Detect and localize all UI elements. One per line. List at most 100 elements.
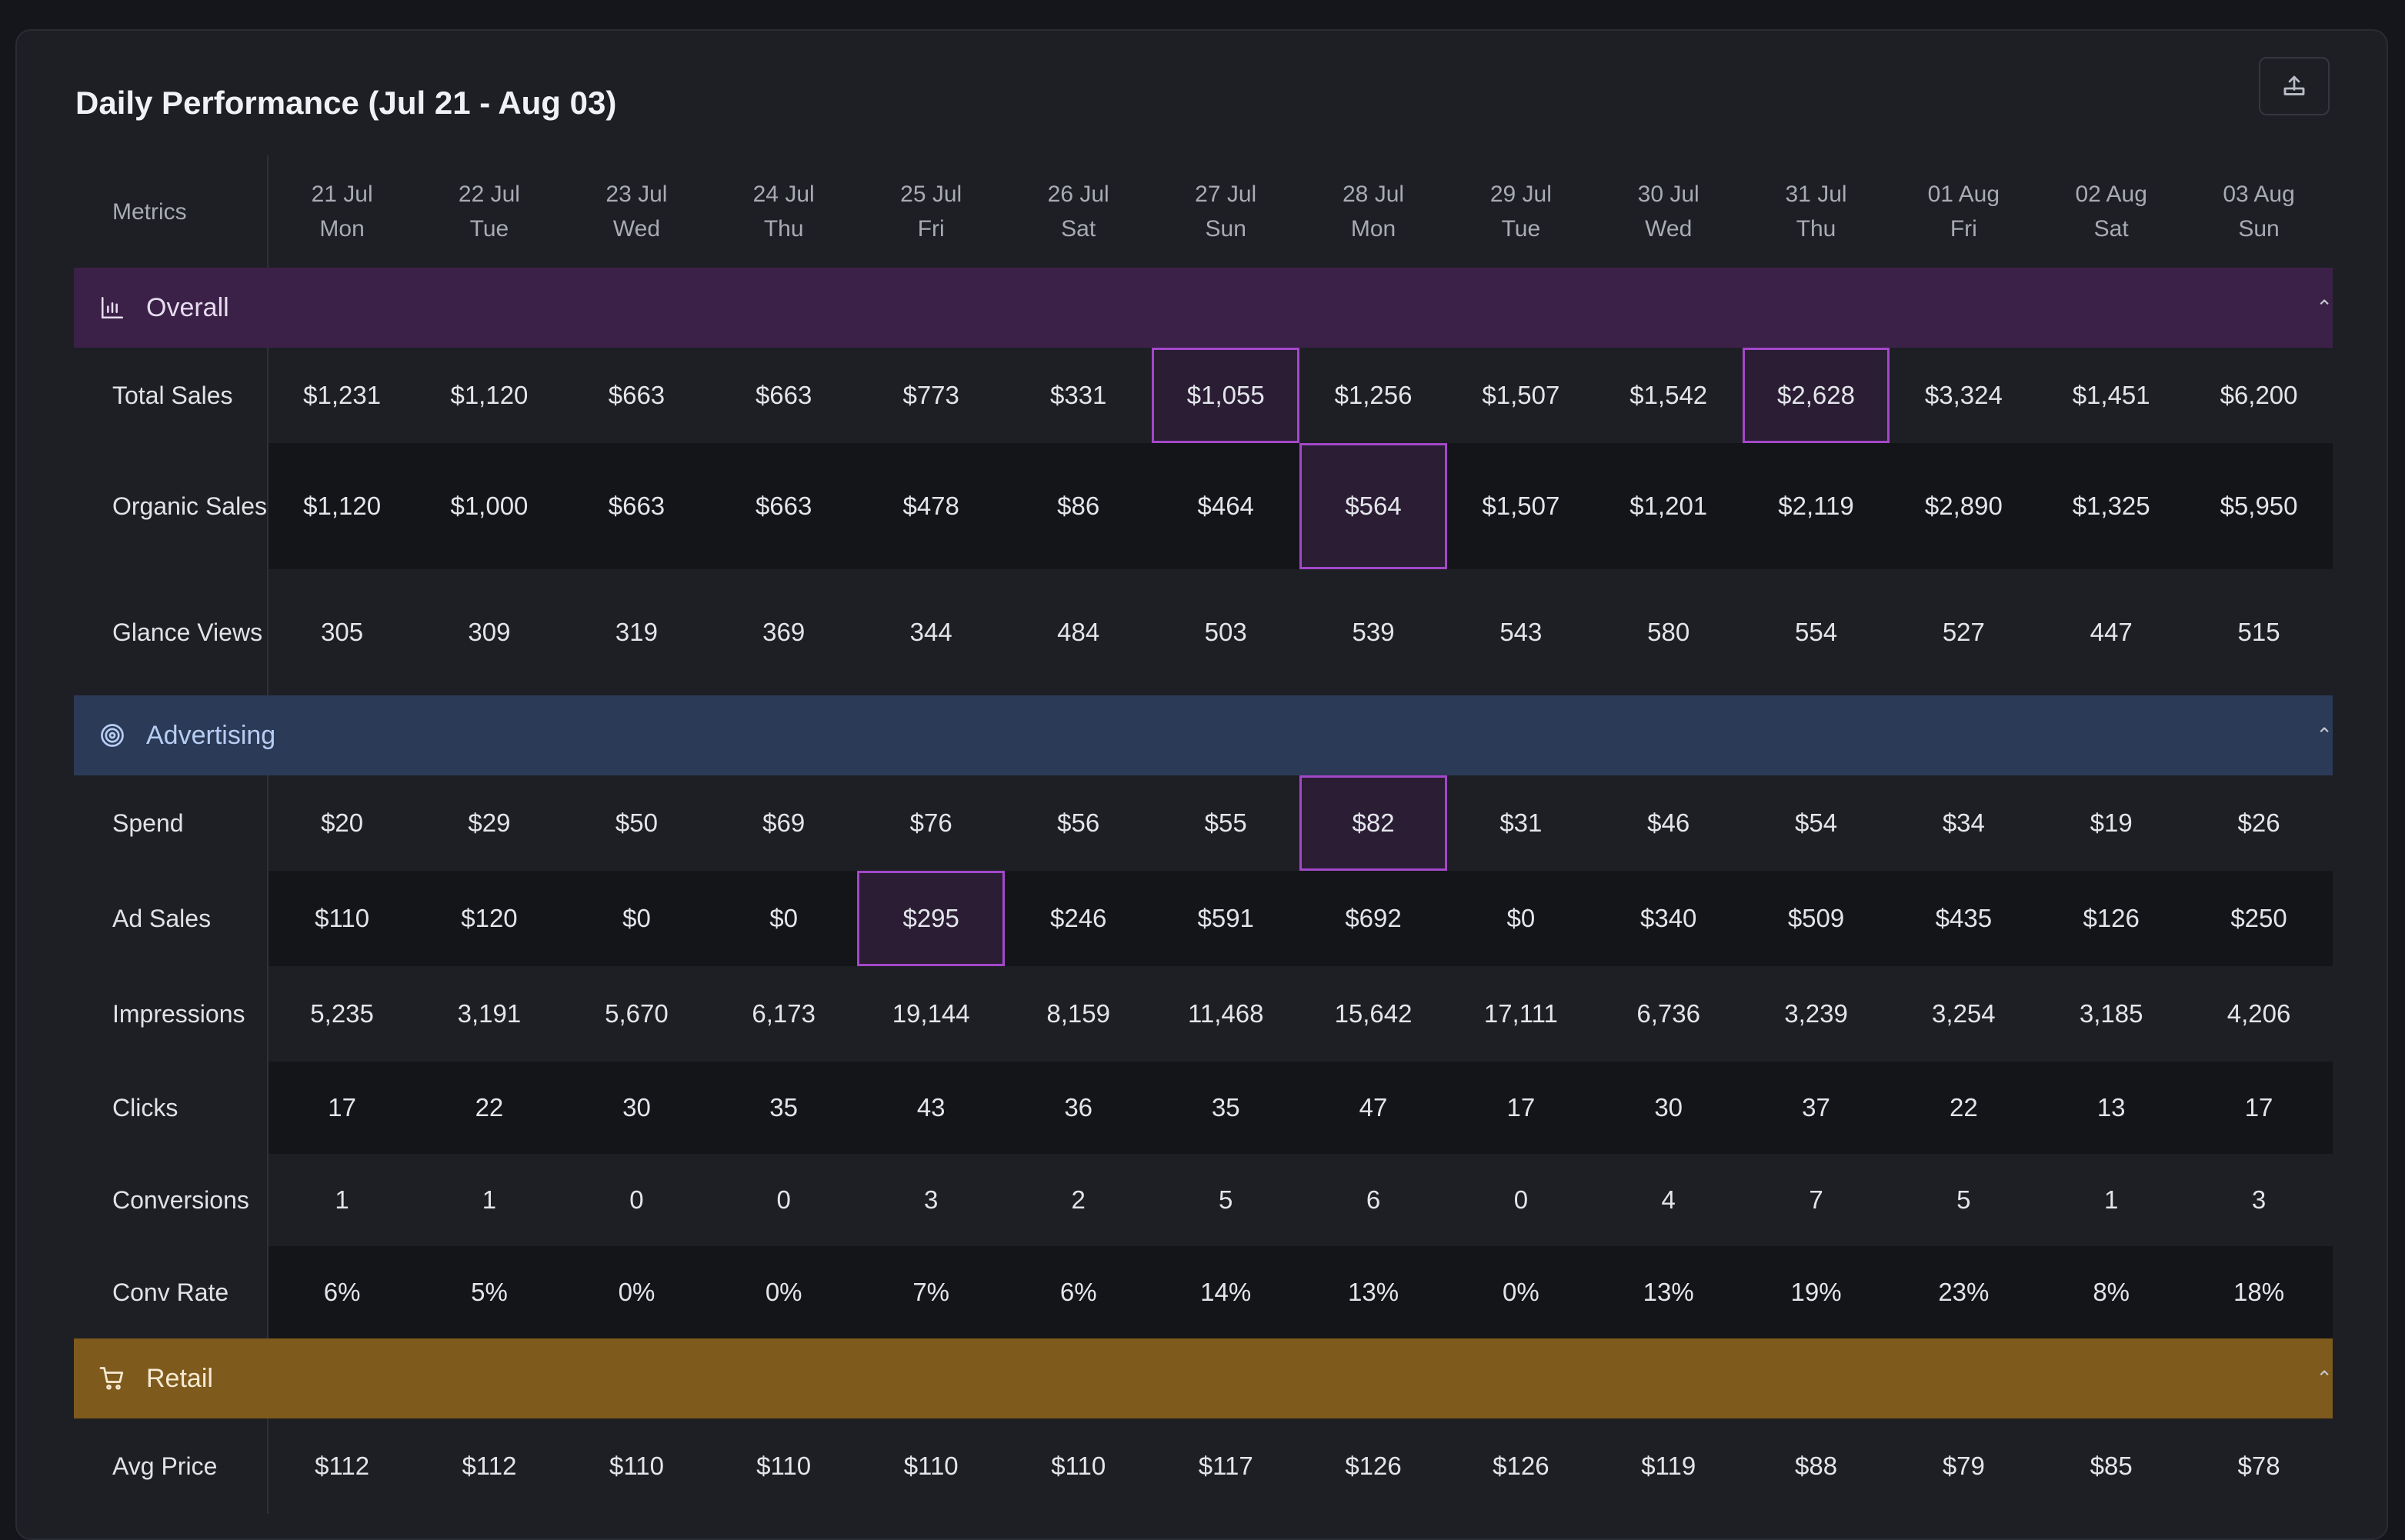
metric-label: Impressions — [74, 966, 269, 1062]
value-cell: 43 — [857, 1062, 1006, 1154]
value-cell: $663 — [710, 348, 858, 443]
value-cell: $34 — [1890, 775, 2038, 871]
chevron-up-icon[interactable]: ⌃ — [2316, 1366, 2333, 1390]
day-date: 24 Jul — [752, 182, 815, 207]
section-title: Overall — [146, 292, 229, 322]
value-cell: $50 — [562, 775, 711, 871]
value-cell: 36 — [1005, 1062, 1152, 1154]
value-cell: 3,254 — [1890, 966, 2038, 1062]
value-cell: $69 — [710, 775, 858, 871]
value-cell: 369 — [710, 569, 858, 695]
day-column-header: 30 Jul Wed — [1595, 155, 1743, 268]
value-cell: $78 — [2185, 1418, 2333, 1514]
table-row: Impressions 5,235 3,191 5,670 6,173 19,144 8,1… — [74, 966, 2333, 1062]
day-date: 25 Jul — [900, 182, 962, 207]
section-header-content: Retail ⌃ — [74, 1338, 2333, 1418]
day-weekday: Mon — [319, 216, 365, 242]
value-cell: $1,231 — [268, 348, 416, 443]
day-column-header: 24 Jul Thu — [710, 155, 857, 268]
day-date: 03 Aug — [2223, 182, 2295, 207]
day-column-header: 23 Jul Wed — [563, 155, 710, 268]
value-cell: 5,235 — [268, 966, 416, 1062]
section-header-cell: Advertising ⌃ — [74, 695, 2333, 775]
section-header-cell: Overall ⌃ — [74, 268, 2333, 348]
day-weekday: Sat — [2093, 216, 2129, 242]
table-row: Glance Views 305 309 319 369 344 484 503 539 543 5… — [74, 569, 2333, 695]
value-cell: 5 — [1890, 1154, 2038, 1246]
value-cell: 18% — [2185, 1246, 2333, 1338]
cart-icon — [97, 1363, 128, 1394]
value-cell: $1,507 — [1446, 348, 1595, 443]
value-cell: 0% — [1446, 1246, 1595, 1338]
day-weekday: Tue — [469, 216, 509, 242]
metric-label: Spend — [74, 775, 269, 871]
value-cell: $0 — [562, 871, 711, 966]
value-cell: $88 — [1742, 1418, 1890, 1514]
value-cell: $112 — [415, 1418, 563, 1514]
metric-label: Organic Sales — [74, 443, 269, 569]
day-column-header: 01 Aug Fri — [1890, 155, 2037, 268]
value-cell: 15,642 — [1299, 966, 1447, 1062]
section-header-overall[interactable]: Overall ⌃ — [74, 268, 2333, 348]
target-icon — [97, 720, 128, 751]
value-cell: 5% — [415, 1246, 563, 1338]
day-column-header: 27 Jul Sun — [1152, 155, 1299, 268]
day-date: 30 Jul — [1637, 182, 1700, 207]
value-cell: $478 — [857, 443, 1006, 569]
metrics-column-header: Metrics — [74, 155, 269, 268]
value-cell: $29 — [415, 775, 563, 871]
value-cell: $1,201 — [1594, 443, 1743, 569]
day-weekday: Wed — [612, 216, 661, 242]
value-cell: $110 — [857, 1418, 1006, 1514]
table-row: Organic Sales $1,120 $1,000 $663 $663 $478 $86… — [74, 443, 2333, 569]
section-header-cell: Retail ⌃ — [74, 1338, 2333, 1418]
value-cell: 1 — [2037, 1154, 2186, 1246]
value-cell: $663 — [562, 348, 711, 443]
chevron-up-icon[interactable]: ⌃ — [2316, 295, 2333, 319]
value-cell: 5 — [1152, 1154, 1300, 1246]
value-cell: 580 — [1594, 569, 1743, 695]
day-weekday: Tue — [1501, 216, 1541, 242]
value-cell: 484 — [1005, 569, 1152, 695]
day-weekday: Wed — [1645, 216, 1693, 242]
value-cell: 13% — [1299, 1246, 1447, 1338]
table-row: Avg Price $112 $112 $110 $110 $110 $110 $117 $12… — [74, 1418, 2333, 1514]
day-date: 01 Aug — [1927, 182, 2000, 207]
value-cell: $6,200 — [2185, 348, 2333, 443]
highlighted-value-cell: $295 — [857, 871, 1006, 966]
day-weekday: Thu — [763, 216, 804, 242]
day-date: 27 Jul — [1195, 182, 1257, 207]
value-cell: 37 — [1742, 1062, 1890, 1154]
metric-label: Total Sales — [74, 348, 269, 443]
section-header-retail[interactable]: Retail ⌃ — [74, 1338, 2333, 1418]
value-cell: $250 — [2185, 871, 2333, 966]
value-cell: $31 — [1446, 775, 1595, 871]
chevron-up-icon[interactable]: ⌃ — [2316, 723, 2333, 747]
table-row: Total Sales $1,231 $1,120 $663 $663 $773 $331 $… — [74, 348, 2333, 443]
day-column-header: 22 Jul Tue — [415, 155, 563, 268]
metric-label: Glance Views — [74, 569, 269, 695]
value-cell: 22 — [1890, 1062, 2038, 1154]
value-cell: $110 — [562, 1418, 711, 1514]
section-header-advertising[interactable]: Advertising ⌃ — [74, 695, 2333, 775]
day-column-header: 31 Jul Thu — [1743, 155, 1890, 268]
value-cell: 17 — [1446, 1062, 1595, 1154]
value-cell: $54 — [1742, 775, 1890, 871]
value-cell: 35 — [1152, 1062, 1300, 1154]
day-date: 23 Jul — [605, 182, 668, 207]
value-cell: 6,173 — [710, 966, 858, 1062]
highlighted-value-cell: $82 — [1299, 775, 1447, 871]
value-cell: 11,468 — [1152, 966, 1300, 1062]
export-button[interactable] — [2259, 57, 2330, 115]
value-cell: 0% — [562, 1246, 711, 1338]
performance-table-scroll[interactable]: Metrics 21 Jul Mon 22 Jul Tue 23 Jul Wed 24 Ju… — [74, 155, 2333, 1538]
value-cell: $112 — [268, 1418, 416, 1514]
value-cell: 17,111 — [1446, 966, 1595, 1062]
value-cell: $79 — [1890, 1418, 2038, 1514]
day-date: 21 Jul — [311, 182, 373, 207]
value-cell: $85 — [2037, 1418, 2186, 1514]
value-cell: $110 — [710, 1418, 858, 1514]
value-cell: $20 — [268, 775, 416, 871]
value-cell: 3,185 — [2037, 966, 2186, 1062]
value-cell: 447 — [2037, 569, 2186, 695]
